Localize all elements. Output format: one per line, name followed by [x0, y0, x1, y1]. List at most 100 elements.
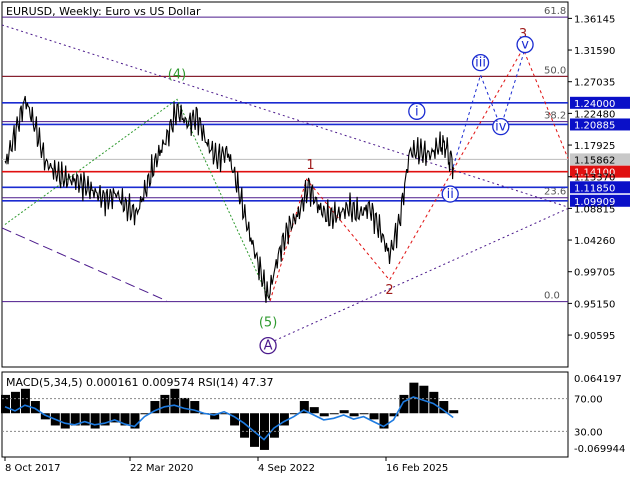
- y-tick-label: 0.95150: [574, 299, 615, 310]
- wave-label: iv: [495, 120, 507, 135]
- macd-histogram-bar: [60, 413, 70, 429]
- wave-path-blue: [452, 48, 526, 167]
- wave-label: A: [264, 339, 273, 354]
- price-panel-frame: [1, 1, 569, 368]
- price-level-label: 1.15862: [574, 155, 615, 166]
- macd-histogram-bar: [130, 413, 140, 429]
- indicator-panel-frame: [1, 371, 569, 458]
- macd-histogram-bar: [190, 401, 200, 414]
- macd-histogram-bar: [349, 413, 359, 417]
- price-level-label: 1.14100: [574, 168, 615, 179]
- macd-histogram-bar: [120, 413, 130, 426]
- macd-histogram-bar: [210, 413, 220, 420]
- macd-histogram-bar: [419, 385, 429, 414]
- price-level-label: 1.24000: [574, 99, 615, 110]
- indicator-tick-label: 70.00: [574, 395, 603, 406]
- macd-histogram-bar: [439, 401, 449, 414]
- macd-histogram-bar: [240, 413, 250, 438]
- macd-histogram-bar: [389, 413, 399, 417]
- indicator-title: MACD(5,34,5) 0.000161 0.009574 RSI(14) 4…: [6, 376, 273, 389]
- wave-label: v: [521, 38, 529, 53]
- macd-histogram-bar: [100, 413, 110, 426]
- macd-histogram-bar: [339, 410, 349, 414]
- rsi-line: [4, 396, 454, 441]
- macd-histogram-bar: [359, 413, 369, 415]
- macd-histogram-bar: [20, 388, 30, 414]
- price-level-badge: [570, 181, 630, 194]
- macd-histogram-bar: [250, 413, 260, 447]
- macd-histogram-bar: [429, 391, 439, 414]
- y-tick-label: 1.13370: [574, 173, 615, 184]
- wave-label-circle: [516, 35, 534, 54]
- price-level-badge: [570, 96, 630, 109]
- macd-histogram-bar: [180, 397, 190, 414]
- y-tick-label: 0.99705: [574, 268, 615, 279]
- wave-label: iii: [475, 56, 486, 71]
- macd-histogram-bar: [329, 413, 339, 415]
- wave-label: ii: [447, 187, 454, 202]
- macd-histogram-bar: [170, 388, 180, 414]
- trendline-lower-left: [1, 227, 168, 302]
- wave-label: 3: [519, 27, 527, 42]
- macd-histogram-bar: [279, 413, 289, 426]
- price-level-badge: [570, 165, 630, 178]
- macd-histogram-bar: [10, 391, 20, 414]
- y-tick-label: 1.27035: [574, 78, 615, 89]
- macd-histogram-bar: [70, 413, 80, 426]
- price-level-badge: [570, 153, 630, 166]
- wave-label-circle: [441, 185, 459, 203]
- wave-label-circle: [471, 54, 490, 72]
- wave-label: i: [415, 104, 419, 119]
- macd-histogram-bar: [40, 413, 50, 420]
- indicator-tick-label: 30.00: [574, 427, 603, 438]
- price-level-badge: [570, 194, 630, 207]
- macd-histogram-bar: [259, 413, 269, 450]
- y-tick-label: 1.36145: [574, 14, 615, 25]
- y-tick-label: 1.04260: [574, 236, 615, 247]
- x-tick-label: 16 Feb 2025: [386, 463, 448, 474]
- wave-label: (4): [168, 67, 186, 82]
- chart-title: EURUSD, Weekly: Euro vs US Dollar: [6, 5, 201, 18]
- macd-histogram-bar: [449, 410, 459, 414]
- wave-path-green: [4, 98, 271, 302]
- price-level-label: 1.09909: [574, 197, 615, 208]
- macd-histogram-bar: [220, 413, 230, 415]
- wave-label-circle: [408, 102, 426, 120]
- x-tick-label: 4 Sep 2022: [258, 463, 315, 474]
- y-tick-label: 1.31590: [574, 46, 615, 57]
- macd-histogram-bar: [110, 413, 120, 423]
- price-series-line: [4, 95, 454, 303]
- price-level-badge: [570, 118, 630, 131]
- fib-level-label: 50.0: [544, 65, 566, 76]
- macd-histogram-bar: [140, 413, 150, 415]
- indicator-tick-label: -0.069944: [574, 444, 625, 455]
- price-level-label: 1.20885: [574, 120, 615, 131]
- macd-histogram-bar: [399, 394, 409, 414]
- fib-level-label: 61.8: [544, 6, 566, 17]
- macd-histogram-bar: [369, 413, 379, 420]
- macd-histogram-bar: [1, 394, 10, 414]
- x-tick-label: 22 Mar 2020: [130, 463, 193, 474]
- wave-label-circle: [492, 117, 510, 136]
- indicator-layer: 8 Oct 2017 22 Mar 2020 4 Sep 2022 16 Feb 20…: [1, 374, 625, 474]
- macd-histogram-bar: [230, 413, 240, 426]
- macd-histogram-bar: [80, 413, 90, 426]
- fib-level-label: 0.0: [544, 291, 560, 302]
- y-tick-label: 0.90595: [574, 331, 615, 342]
- y-tick-label: 1.17925: [574, 141, 615, 152]
- macd-histogram-bar: [269, 413, 279, 438]
- y-tick-label: 1.22480: [574, 109, 615, 120]
- fib-level-label: 23.6: [544, 187, 566, 198]
- indicator-tick-label: 0.064197: [574, 374, 622, 385]
- wave-label: 1: [306, 158, 314, 173]
- macd-histogram-bar: [289, 413, 299, 415]
- wave-label-circle: [259, 336, 277, 355]
- macd-histogram-bar: [319, 413, 329, 417]
- macd-histogram-bar: [309, 407, 319, 414]
- fib-level-label: 38.2: [544, 111, 566, 122]
- macd-histogram-bar: [90, 413, 100, 429]
- wave-label: 2: [385, 283, 393, 298]
- y-tick-label: 1.08815: [574, 204, 615, 215]
